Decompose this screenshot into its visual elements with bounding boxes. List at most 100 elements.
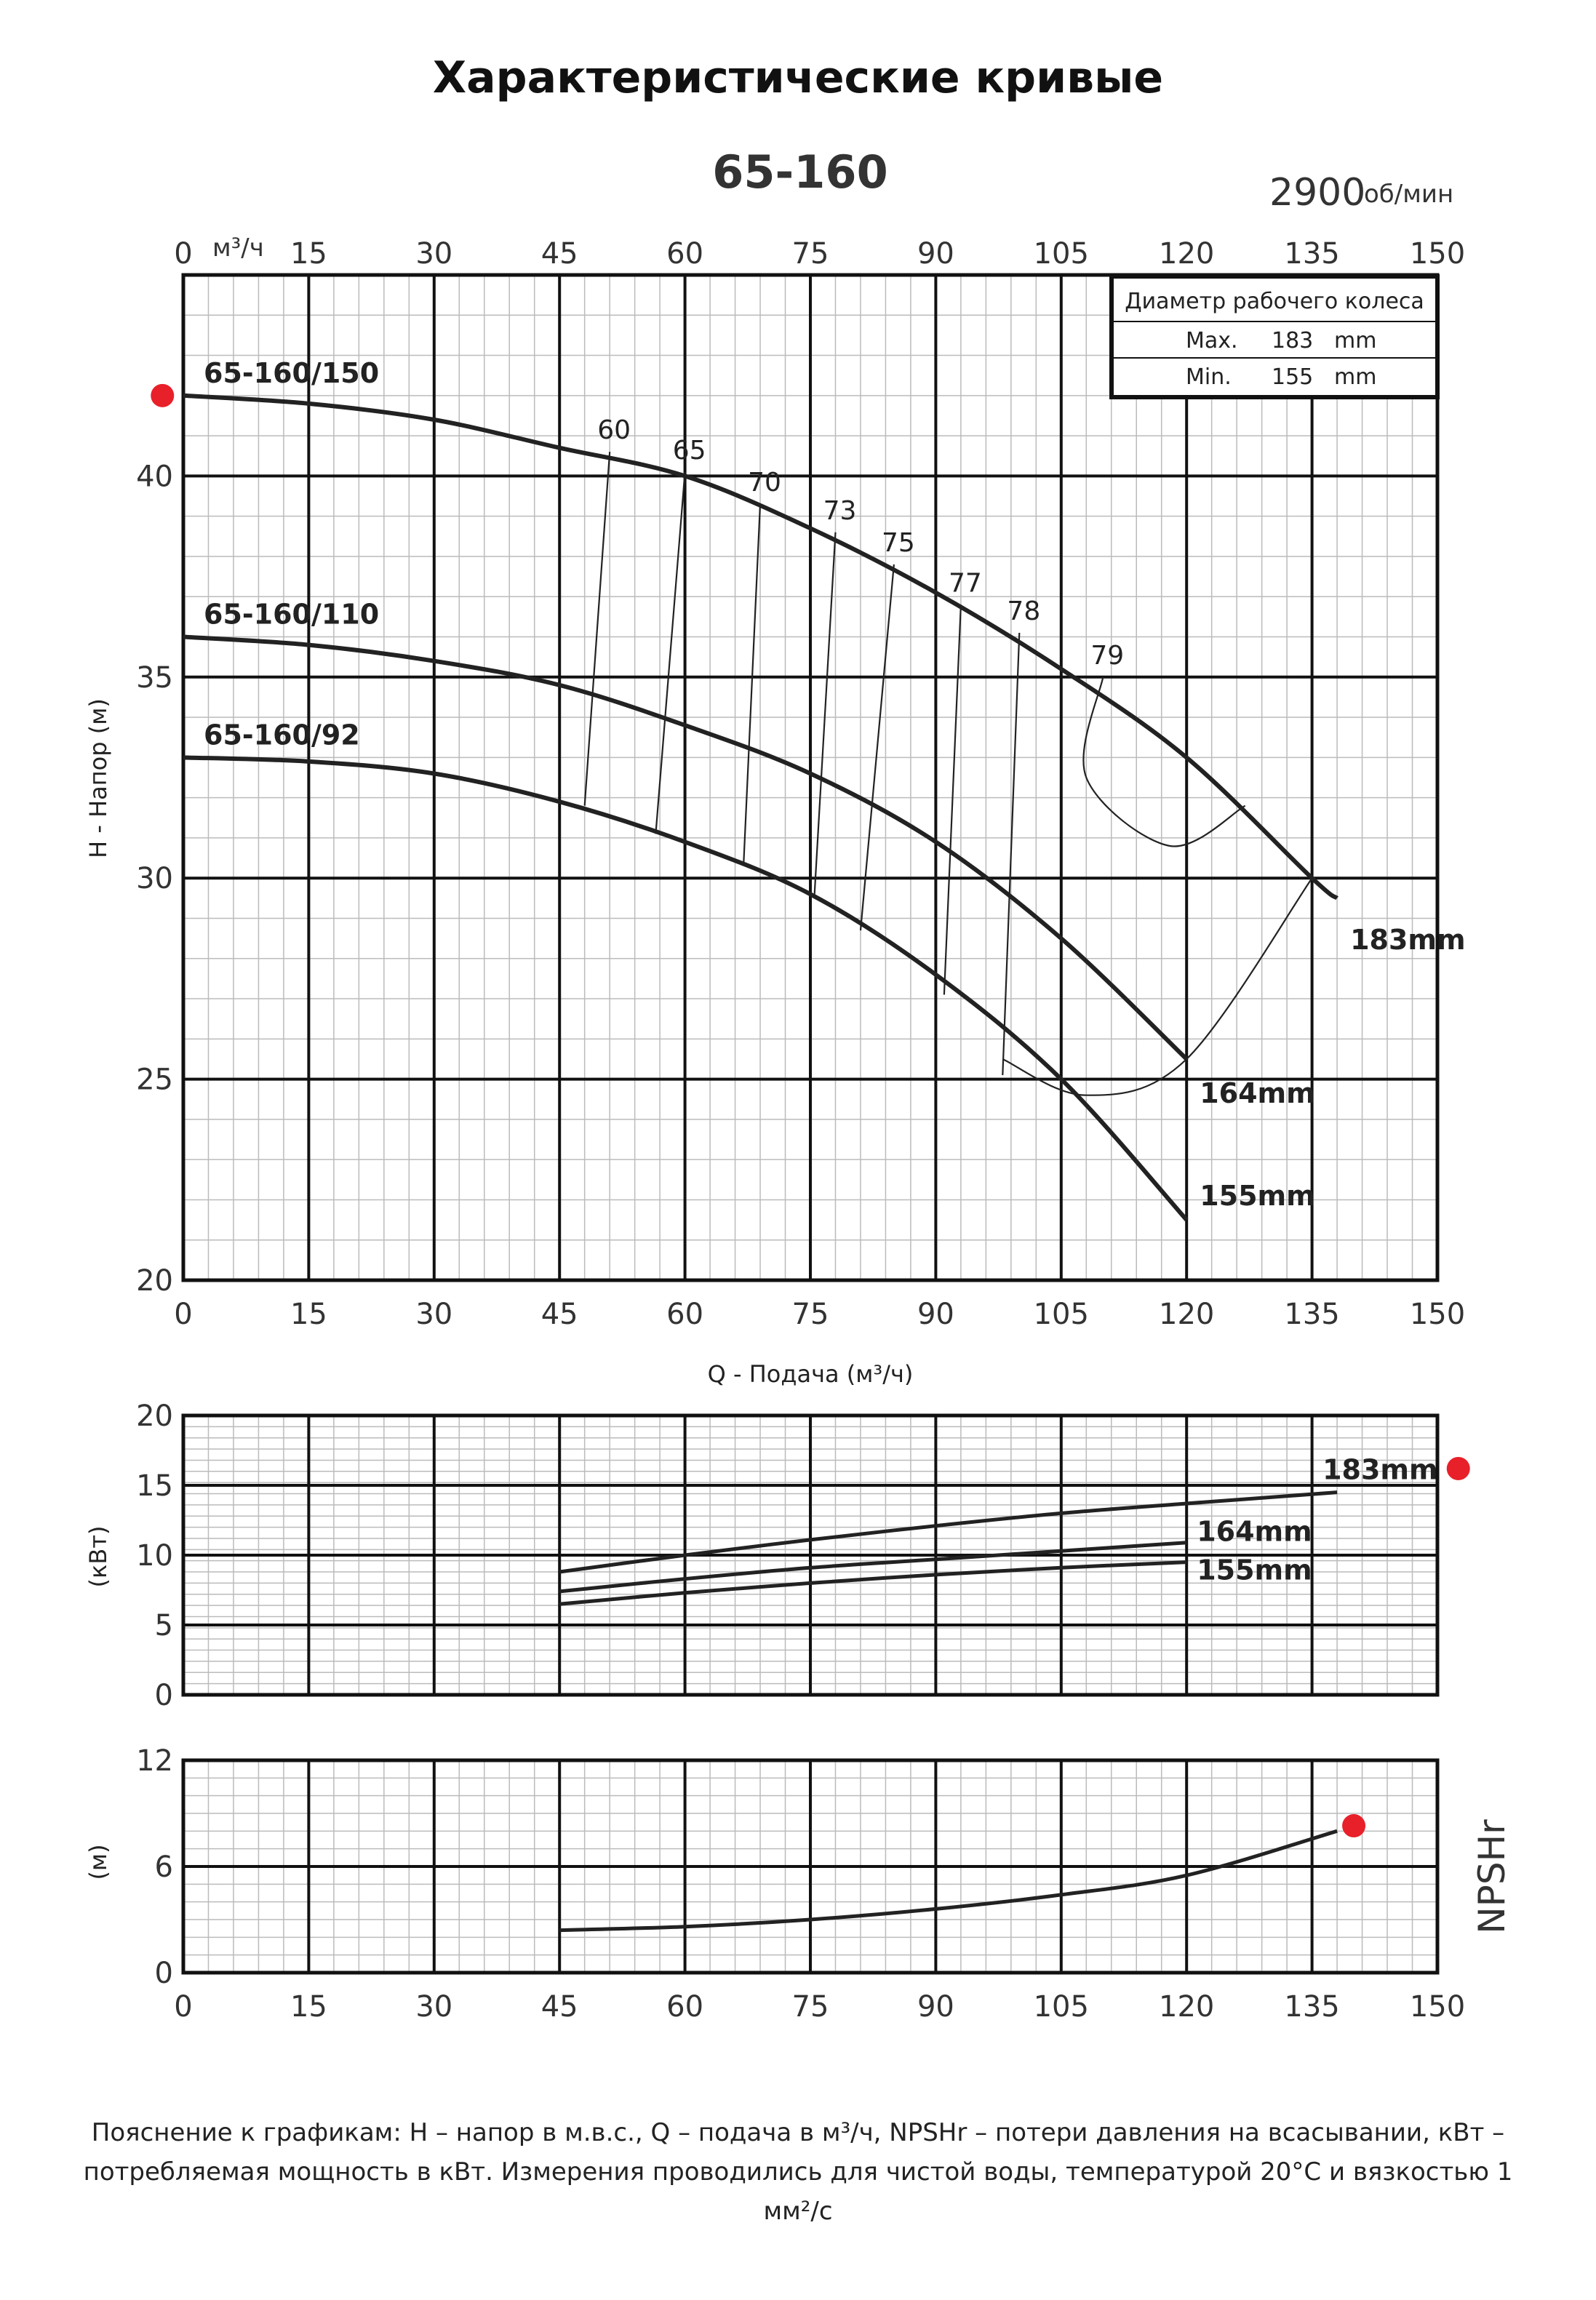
top-x-tick-label: 105 (1034, 237, 1089, 271)
head-y-tick-label: 25 (136, 1063, 173, 1097)
bottom-x-tick-label: 90 (917, 1990, 954, 2024)
legend-row-label: Min. (1186, 364, 1232, 390)
top-x-tick-label: 0 (174, 237, 192, 271)
bottom-x-tick-label: 120 (1159, 1990, 1214, 2024)
efficiency-line-60 (583, 452, 611, 806)
power-frame (181, 1413, 1440, 1697)
top-axis-unit: м³/ч (212, 233, 264, 263)
efficiency-label: 60 (597, 415, 631, 445)
head-y-tick-label: 35 (136, 661, 173, 695)
npsh-y-axis-title: (м) (84, 1844, 112, 1880)
efficiency-label: 77 (949, 568, 982, 598)
head-y-tick-label: 40 (136, 460, 173, 493)
head-y-tick-label: 30 (136, 862, 173, 895)
power-y-tick-label: 15 (136, 1469, 173, 1503)
efficiency-line-78 (1002, 632, 1021, 1076)
power-series-label: 155mm (1197, 1554, 1312, 1586)
npsh-y-tick-label: 12 (136, 1744, 173, 1778)
power-series-label: 164mm (1197, 1516, 1312, 1548)
efficiency-label: 78 (1007, 596, 1040, 626)
head-x-tick-label: 15 (290, 1298, 327, 1331)
bottom-x-tick-label: 60 (666, 1990, 703, 2024)
npsh-y-tick-label: 0 (155, 1957, 173, 1990)
bottom-x-tick-label: 45 (541, 1990, 578, 2024)
power-y-tick-label: 0 (155, 1679, 173, 1712)
top-x-tick-label: 75 (792, 237, 829, 271)
speed-value: 2900 (1269, 171, 1365, 215)
npsh-y-tick-label: 6 (155, 1850, 173, 1884)
bottom-x-tick-label: 15 (290, 1990, 327, 2024)
head-frame (181, 273, 1440, 1282)
top-x-tick-label: 45 (541, 237, 578, 271)
efficiency-line-73 (813, 532, 837, 895)
head-x-tick-label: 150 (1410, 1298, 1465, 1331)
head-x-tick-label: 45 (541, 1298, 578, 1331)
head-series-name: 65-160/110 (204, 599, 379, 631)
legend-title: Диаметр рабочего колеса (1125, 289, 1424, 314)
power-series-label: 183mm (1322, 1454, 1438, 1486)
npsh-frame (181, 1758, 1440, 1975)
bottom-x-tick-label: 105 (1034, 1990, 1089, 2024)
bottom-x-tick-label: 150 (1410, 1990, 1465, 2024)
model-title: 65-160 (712, 145, 887, 199)
power-curve-155mm (559, 1560, 1187, 1606)
top-x-tick-label: 120 (1159, 237, 1214, 271)
top-x-tick-label: 90 (917, 237, 954, 271)
efficiency-label: 75 (882, 528, 915, 558)
power-y-tick-label: 20 (136, 1399, 173, 1433)
head-y-axis-title: H - Напор (м) (84, 698, 112, 858)
head-series-name: 65-160/92 (204, 719, 360, 751)
head-curve-164mm (183, 634, 1189, 1061)
npsh-curve (559, 1829, 1338, 1933)
top-x-tick-label: 60 (666, 237, 703, 271)
page-title: Характеристические кривые (432, 52, 1164, 103)
power-y-tick-label: 5 (155, 1609, 173, 1642)
npsh-side-label: NPSHr (1471, 1819, 1513, 1934)
head-x-tick-label: 135 (1284, 1298, 1339, 1331)
efficiency-label: 70 (748, 468, 781, 498)
top-x-tick-label: 30 (415, 237, 452, 271)
head-series-end-label: 155mm (1200, 1180, 1315, 1212)
head-curve-155mm (183, 755, 1189, 1222)
legend-row-value: 155 (1272, 364, 1313, 390)
head-series-end-label: 183mm (1350, 924, 1466, 956)
power-curve-164mm (559, 1541, 1187, 1594)
red-marker (1342, 1814, 1366, 1838)
red-marker (151, 383, 175, 407)
legend-box (1109, 274, 1440, 399)
bottom-x-tick-label: 0 (174, 1990, 192, 2024)
speed-unit: об/мин (1364, 180, 1453, 209)
top-x-tick-label: 135 (1284, 237, 1339, 271)
bottom-x-tick-label: 135 (1284, 1990, 1339, 2024)
x-axis-title: Q - Подача (м³/ч) (708, 1360, 914, 1388)
head-y-tick-label: 20 (136, 1264, 173, 1298)
efficiency-line-70 (743, 504, 762, 866)
bottom-x-tick-label: 30 (415, 1990, 452, 2024)
head-x-tick-label: 75 (792, 1298, 829, 1331)
top-x-tick-label: 15 (290, 237, 327, 271)
power-y-axis-title: (кВт) (84, 1526, 112, 1588)
bottom-x-tick-label: 75 (792, 1990, 829, 2024)
efficiency-label: 73 (823, 496, 857, 526)
head-curve-183mm (183, 393, 1338, 901)
head-series-name: 65-160/150 (204, 357, 379, 389)
red-marker (1446, 1456, 1470, 1480)
legend-row-unit: mm (1334, 364, 1376, 390)
legend-row-label: Max. (1186, 328, 1238, 354)
head-x-tick-label: 105 (1034, 1298, 1089, 1331)
power-curve-183mm (559, 1490, 1338, 1574)
head-x-tick-label: 30 (415, 1298, 452, 1331)
power-y-tick-label: 10 (136, 1539, 173, 1573)
head-series-end-label: 164mm (1200, 1077, 1315, 1109)
bep-connector-line (1002, 877, 1313, 1096)
head-x-tick-label: 60 (666, 1298, 703, 1331)
efficiency-label: 79 (1090, 641, 1124, 671)
legend-row-unit: mm (1334, 328, 1376, 354)
legend-row-value: 183 (1272, 328, 1313, 354)
efficiency-line-77 (943, 604, 962, 995)
efficiency-line-75 (859, 564, 895, 931)
head-x-tick-label: 0 (174, 1298, 192, 1331)
chart-caption: Пояснение к графикам: H – напор в м.в.с.… (83, 2118, 1513, 2226)
head-x-tick-label: 90 (917, 1298, 954, 1331)
